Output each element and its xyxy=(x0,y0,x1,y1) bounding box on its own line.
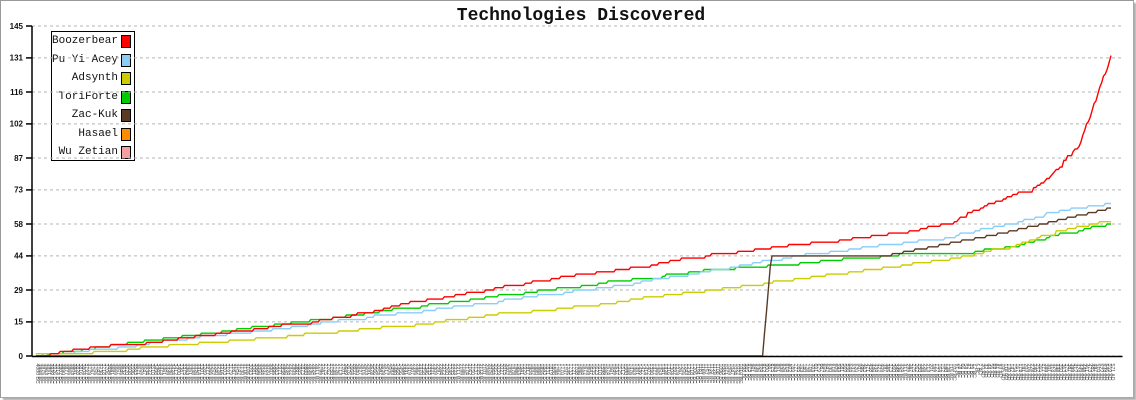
svg-text:145: 145 xyxy=(10,22,24,31)
svg-text:87: 87 xyxy=(14,154,23,163)
svg-text:58: 58 xyxy=(14,220,23,229)
svg-text:102: 102 xyxy=(10,120,24,129)
svg-text:131: 131 xyxy=(10,54,24,63)
svg-text:116: 116 xyxy=(10,88,23,97)
svg-text:73: 73 xyxy=(14,186,23,195)
svg-text:15: 15 xyxy=(14,318,23,327)
svg-text:44: 44 xyxy=(14,252,23,261)
svg-text:29: 29 xyxy=(14,286,23,295)
svg-text:571 AD: 571 AD xyxy=(1109,364,1115,381)
svg-text:0: 0 xyxy=(19,352,24,361)
